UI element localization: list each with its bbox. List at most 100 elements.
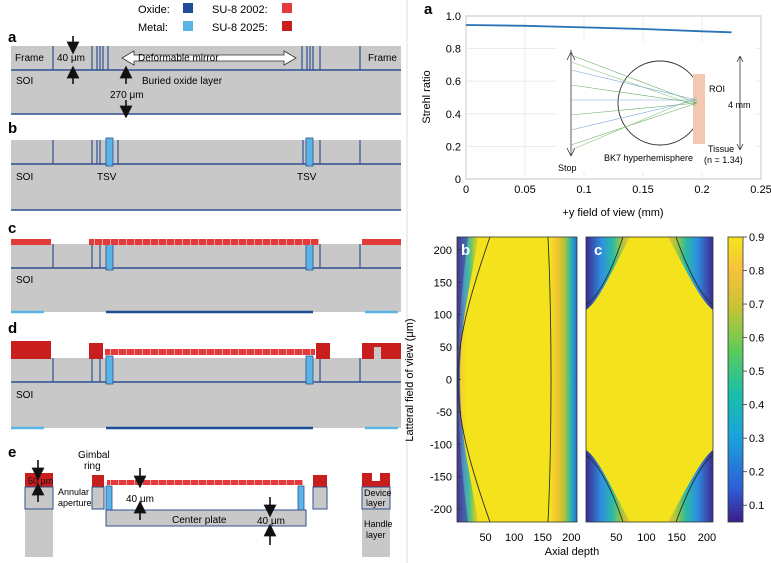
heatmap-ytick: 100 xyxy=(434,310,452,322)
colorbar-tick: 0.8 xyxy=(749,266,764,278)
heatmap-b xyxy=(457,236,577,523)
panel-bc-right: b c 200 150 100 50 0 -50 -100 -150 -200 50 100 150… xyxy=(404,232,764,558)
heatmap-xtick-b: 200 xyxy=(562,532,580,544)
heatmap-ytick: -200 xyxy=(430,504,452,516)
depth-270-label: 270 μm xyxy=(110,90,144,101)
strehl-yticks: 0 0.2 0.4 0.6 0.8 1.0 xyxy=(446,11,461,186)
strehl-ytick: 0 xyxy=(455,174,461,186)
frame-left-label: Frame xyxy=(15,53,44,64)
strehl-xtick: 0.2 xyxy=(694,184,709,196)
center-plate-label: Center plate xyxy=(172,515,227,526)
panel-c-left-letter: c xyxy=(8,220,16,237)
heatmap-xtick-c: 200 xyxy=(698,532,716,544)
heatmap-xtick-b: 100 xyxy=(505,532,523,544)
panel-d-left: d SOI xyxy=(8,320,401,430)
panel-a-right: a 0 0.2 0.4 0.6 0.8 1.0 0 0.05 0.1 0.15 0.2 0.25 S… xyxy=(421,1,771,219)
panel-c-left: c SOI xyxy=(8,220,401,314)
colorbar-tick: 0.3 xyxy=(749,433,764,445)
strehl-xtick: 0 xyxy=(463,184,469,196)
strehl-xticks: 0 0.05 0.1 0.15 0.2 0.25 xyxy=(463,184,771,196)
heatmap-ytick: 50 xyxy=(440,342,452,354)
height-50-label: 50 μm xyxy=(28,476,53,486)
strehl-ytick: 1.0 xyxy=(446,11,461,23)
tsv-right-label: TSV xyxy=(297,172,317,183)
strehl-xtick: 0.25 xyxy=(750,184,771,196)
heatmap-ytick: -50 xyxy=(436,407,452,419)
size-4mm-label: 4 mm xyxy=(728,100,751,110)
heatmap-ytick: -100 xyxy=(430,439,452,451)
sphere-label: BK7 hyperhemisphere xyxy=(604,153,693,163)
tissue-label: Tissue xyxy=(708,144,734,154)
colorbar-tick: 0.5 xyxy=(749,366,764,378)
panel-b-right-letter: b xyxy=(461,242,470,259)
tsv-left-label: TSV xyxy=(97,172,117,183)
heatmap-ytick: 150 xyxy=(434,277,452,289)
heatmap-xlabel: Axial depth xyxy=(545,546,599,558)
heatmap-yticks: 200 150 100 50 0 -50 -100 -150 -200 xyxy=(430,245,461,516)
strehl-ytick: 0.8 xyxy=(446,44,461,56)
legend-su8-2002-swatch xyxy=(282,3,292,13)
gap-40-bottom-label: 40 μm xyxy=(257,516,285,527)
device-layer-label: layer xyxy=(366,498,386,508)
legend-oxide-label: Oxide: xyxy=(138,4,170,16)
colorbar-ticks: 0.9 0.8 0.7 0.6 0.5 0.4 0.3 0.2 0.1 xyxy=(743,232,764,512)
aperture-label: aperture xyxy=(58,498,92,508)
panel-b-left-letter: b xyxy=(8,120,17,137)
colorbar-tick: 0.2 xyxy=(749,467,764,479)
heatmap-xticks-c: 50 100 150 200 xyxy=(610,532,716,544)
colorbar-tick: 0.1 xyxy=(749,500,764,512)
deformable-mirror-label: Deformable mirror xyxy=(138,53,219,64)
heatmap-ytick: 200 xyxy=(434,245,452,257)
roi-label: ROI xyxy=(709,84,725,94)
strehl-xtick: 0.1 xyxy=(576,184,591,196)
legend-su8-2025-swatch xyxy=(282,21,292,31)
legend-su8-2002-label: SU-8 2002: xyxy=(212,4,268,16)
handle-label: Handle xyxy=(364,519,393,529)
panel-e-left: e 50 μm Annular aperture Gimbal ring 40 … xyxy=(8,444,393,557)
panel-d-left-letter: d xyxy=(8,320,17,337)
soi-label-d: SOI xyxy=(16,390,33,401)
soi-label-a: SOI xyxy=(16,76,33,87)
legend-metal-label: Metal: xyxy=(138,22,168,34)
panel-c-right-letter: c xyxy=(594,242,602,259)
heatmap-ytick: 0 xyxy=(446,375,452,387)
strehl-ytick: 0.4 xyxy=(446,109,461,121)
legend-metal-swatch xyxy=(183,21,193,31)
heatmap-xtick-b: 50 xyxy=(479,532,491,544)
stop-label: Stop xyxy=(558,163,577,173)
buried-oxide-label: Buried oxide layer xyxy=(142,76,223,87)
heatmap-xtick-b: 150 xyxy=(534,532,552,544)
strehl-series-line xyxy=(465,24,732,34)
handle-layer-label: layer xyxy=(366,530,386,540)
colorbar xyxy=(727,236,744,523)
panel-a-left: a Frame Frame 40 μm Deformable mirror SO… xyxy=(8,29,401,119)
panel-e-left-letter: e xyxy=(8,444,16,461)
heatmap-ylabel: Latteral field of view (μm) xyxy=(404,318,416,441)
panel-a-left-letter: a xyxy=(8,29,17,46)
frame-right-label: Frame xyxy=(368,53,397,64)
heatmap-xticks-b: 50 100 150 200 xyxy=(479,532,580,544)
heatmap-xtick-c: 150 xyxy=(668,532,686,544)
soi-label-b: SOI xyxy=(16,172,33,183)
legend-su8-2025-label: SU-8 2025: xyxy=(212,22,268,34)
colorbar-tick: 0.6 xyxy=(749,333,764,345)
inset-diagram: ROI 4 mm Stop BK7 hyperhemisphere Tissue… xyxy=(556,42,756,173)
soi-label-c: SOI xyxy=(16,275,33,286)
device-label: Device xyxy=(364,488,392,498)
panel-b-left: b SOI TSV TSV xyxy=(8,120,401,211)
heatmap-xtick-c: 50 xyxy=(610,532,622,544)
strehl-ytick: 0.2 xyxy=(446,141,461,153)
tissue-rect xyxy=(693,74,705,144)
annular-label: Annular xyxy=(58,487,89,497)
panel-a-right-letter: a xyxy=(424,1,433,18)
strehl-xtick: 0.05 xyxy=(514,184,535,196)
strehl-ylabel: Strehl ratio xyxy=(421,70,433,123)
n-index-label: (n = 1.34) xyxy=(704,155,743,165)
colorbar-tick: 0.7 xyxy=(749,299,764,311)
strehl-ytick: 0.6 xyxy=(446,76,461,88)
strehl-xlabel: +y field of view (mm) xyxy=(562,207,663,219)
width-40-label: 40 μm xyxy=(57,53,85,64)
heatmap-ytick: -150 xyxy=(430,472,452,484)
ring-label: ring xyxy=(84,461,101,472)
